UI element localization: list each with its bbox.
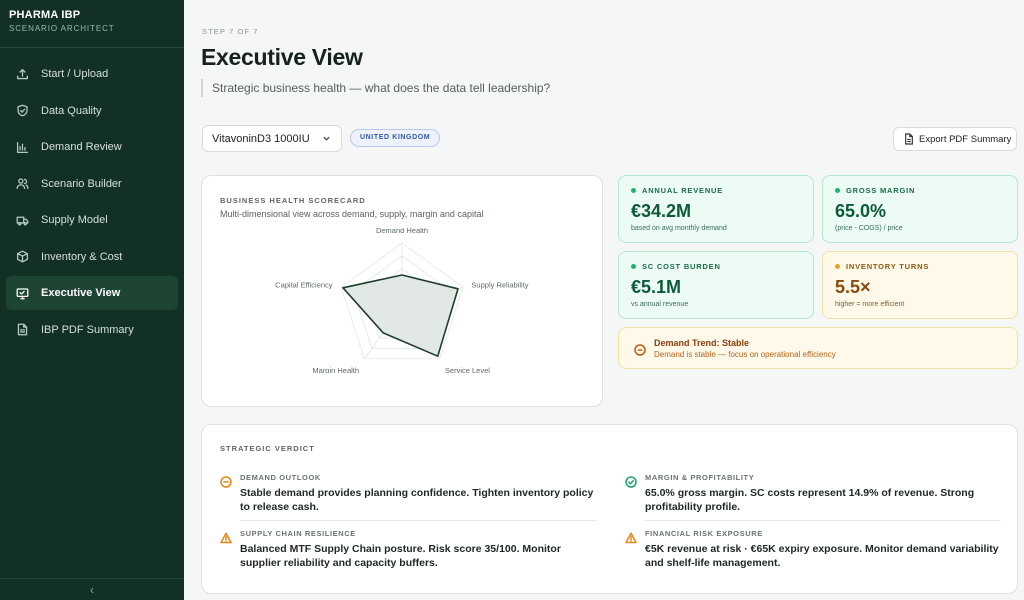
main-content: STEP 7 OF 7 Executive View Strategic bus…	[184, 0, 1024, 600]
verdict-supply-chain-resilience: SUPPLY CHAIN RESILIENCE Balanced MTF Sup…	[220, 529, 596, 570]
sidebar-item-scenario-builder[interactable]: Scenario Builder	[6, 167, 178, 201]
truck-icon	[15, 213, 30, 228]
kpi-value: 5.5×	[835, 277, 871, 297]
kpi-value: €5.1M	[631, 277, 682, 297]
demand-trend-alert: Demand Trend: Stable Demand is stable — …	[618, 327, 1018, 369]
file-icon	[15, 322, 30, 337]
check-circle-icon	[625, 475, 637, 488]
trend-description: Demand is stable — focus on operational …	[654, 350, 836, 359]
brand: PHARMA IBP SCENARIO ARCHITECT	[0, 0, 184, 48]
sidebar-nav: Start / Upload Data Quality Demand Revie…	[0, 48, 184, 347]
kpi-value: 65.0%	[835, 201, 887, 221]
divider	[240, 520, 596, 521]
radar-axis-label: Demand Health	[376, 228, 428, 235]
divider	[645, 520, 1001, 521]
sidebar-item-label: IBP PDF Summary	[41, 323, 134, 336]
sidebar-item-label: Scenario Builder	[41, 177, 122, 190]
kpi-value: €34.2M	[631, 201, 692, 221]
box-icon	[15, 249, 30, 264]
strategic-verdict: STRATEGIC VERDICT DEMAND OUTLOOK Stable …	[201, 424, 1018, 594]
monitor-icon	[15, 286, 30, 301]
sidebar-item-demand-review[interactable]: Demand Review	[6, 130, 178, 164]
minus-circle-icon	[220, 475, 232, 488]
bar-chart-icon	[15, 140, 30, 155]
radar-axis-label: Supply Reliability	[471, 280, 528, 289]
scorecard-description: Multi-dimensional view across demand, su…	[220, 209, 484, 219]
verdict-item-text: 65.0% gross margin. SC costs represent 1…	[645, 487, 975, 513]
verdict-item-label: DEMAND OUTLOOK	[240, 473, 321, 482]
shield-check-icon	[15, 103, 30, 118]
step-indicator: STEP 7 OF 7	[202, 27, 259, 36]
verdict-item-label: SUPPLY CHAIN RESILIENCE	[240, 529, 356, 538]
status-dot	[631, 188, 636, 193]
users-icon	[15, 176, 30, 191]
brand-subtitle: SCENARIO ARCHITECT	[9, 24, 115, 33]
product-select[interactable]: VitavoninD3 1000IU	[202, 125, 342, 152]
verdict-demand-outlook: DEMAND OUTLOOK Stable demand provides pl…	[220, 473, 596, 514]
kpi-label: ANNUAL REVENUE	[642, 186, 724, 195]
page-subtitle: Strategic business health — what does th…	[201, 79, 550, 97]
sidebar-item-label: Data Quality	[41, 104, 102, 117]
sidebar-item-label: Supply Model	[41, 214, 108, 226]
kpi-note: based on avg monthly demand	[631, 225, 727, 232]
sidebar-item-label: Inventory & Cost	[41, 250, 123, 263]
sidebar-item-supply-model[interactable]: Supply Model	[6, 203, 178, 237]
radar-axis-label: Capital Efficiency	[275, 280, 333, 289]
chevron-down-icon	[322, 134, 331, 143]
page-title: Executive View	[201, 44, 363, 70]
sidebar-item-inventory-cost[interactable]: Inventory & Cost	[6, 240, 178, 274]
verdict-item-text: Balanced MTF Supply Chain posture. Risk …	[240, 543, 561, 569]
export-pdf-button[interactable]: Export PDF Summary	[893, 127, 1017, 151]
verdict-label: STRATEGIC VERDICT	[220, 444, 315, 453]
verdict-financial-risk-exposure: FINANCIAL RISK EXPOSURE €5K revenue at r…	[625, 529, 1001, 570]
status-dot	[631, 264, 636, 269]
collapse-sidebar-button[interactable]: ‹	[0, 578, 184, 600]
verdict-margin-profitability: MARGIN & PROFITABILITY 65.0% gross margi…	[625, 473, 1001, 514]
kpi-label: INVENTORY TURNS	[846, 262, 930, 271]
radar-series-area	[342, 274, 459, 357]
warning-icon	[625, 531, 637, 544]
upload-icon	[15, 67, 30, 82]
radar-axis-label: Margin Health	[312, 366, 359, 373]
product-select-value: VitavoninD3 1000IU	[212, 132, 310, 145]
sidebar-item-start-upload[interactable]: Start / Upload	[6, 57, 178, 91]
status-dot	[835, 264, 840, 269]
chevron-left-icon: ‹	[90, 582, 94, 597]
sidebar-item-label: Demand Review	[41, 141, 122, 153]
kpi-label: SC COST BURDEN	[642, 262, 721, 271]
kpi-annual-revenue: ANNUAL REVENUE €34.2M based on avg month…	[618, 175, 814, 243]
radar-grid-ring	[340, 242, 464, 360]
radar-chart: Demand Health Supply Reliability Service L…	[275, 228, 529, 373]
kpi-sc-cost-burden: SC COST BURDEN €5.1M vs annual revenue	[618, 251, 814, 319]
sidebar-item-label: Start / Upload	[41, 68, 109, 80]
minus-circle-icon	[634, 343, 646, 356]
document-icon	[905, 133, 913, 145]
kpi-label: GROSS MARGIN	[846, 186, 916, 195]
trend-title: Demand Trend: Stable	[654, 338, 750, 348]
business-health-scorecard: BUSINESS HEALTH SCORECARD Multi-dimensio…	[201, 175, 603, 407]
sidebar-item-ibp-pdf-summary[interactable]: IBP PDF Summary	[6, 313, 178, 347]
verdict-item-text: Stable demand provides planning confiden…	[240, 487, 594, 513]
verdict-item-label: MARGIN & PROFITABILITY	[645, 473, 755, 482]
status-dot	[835, 188, 840, 193]
country-badge: UNITED KINGDOM	[350, 129, 441, 147]
sidebar-item-executive-view[interactable]: Executive View	[6, 276, 178, 310]
sidebar-item-data-quality[interactable]: Data Quality	[6, 94, 178, 128]
sidebar-item-label: Executive View	[41, 287, 121, 299]
warning-icon	[220, 531, 232, 544]
export-pdf-label: Export PDF Summary	[919, 133, 1012, 145]
kpi-inventory-turns: INVENTORY TURNS 5.5× higher = more effic…	[822, 251, 1018, 319]
kpi-gross-margin: GROSS MARGIN 65.0% (price - COGS) / pric…	[822, 175, 1018, 243]
kpi-note: vs annual revenue	[631, 301, 689, 308]
scorecard-label: BUSINESS HEALTH SCORECARD	[220, 196, 366, 205]
verdict-item-label: FINANCIAL RISK EXPOSURE	[645, 529, 763, 538]
kpi-note: (price - COGS) / price	[835, 225, 903, 232]
radar-axis-label: Service Level	[445, 366, 490, 373]
sidebar: PHARMA IBP SCENARIO ARCHITECT Start / Up…	[0, 0, 184, 600]
verdict-item-text: €5K revenue at risk · €65K expiry exposu…	[645, 543, 999, 569]
kpi-note: higher = more efficient	[835, 301, 905, 308]
brand-title: PHARMA IBP	[9, 9, 81, 21]
